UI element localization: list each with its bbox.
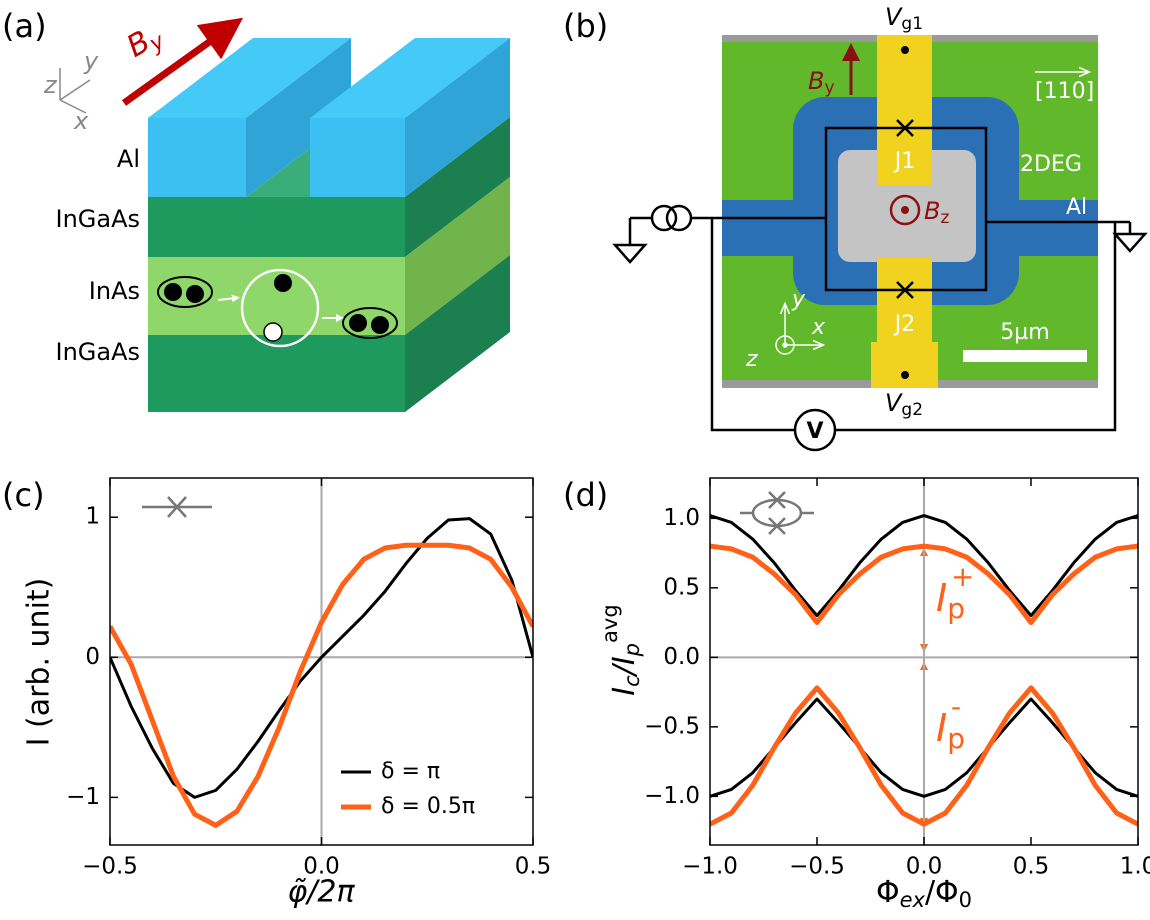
x-tick-label: 0.0: [303, 854, 340, 880]
junction-label: J2: [893, 312, 916, 337]
x-axis-label: Φex/Φ0: [876, 875, 972, 913]
layer-label: InGaAs: [55, 205, 140, 233]
junction-label: J1: [893, 149, 916, 174]
plot-area: [710, 478, 1138, 845]
y-tick-label: 0.5: [663, 574, 700, 600]
field-label: By: [121, 17, 170, 68]
axis-name: z: [745, 347, 758, 372]
y-tick-label: 0.0: [663, 644, 700, 670]
direction-label: [110]: [1035, 79, 1094, 104]
layer-label: InAs: [89, 277, 140, 305]
series-line: [110, 542, 533, 828]
axis-name: x: [73, 107, 89, 135]
field-label: By: [808, 67, 835, 98]
panel-label: (b): [563, 7, 608, 45]
series-line: [710, 514, 1138, 618]
x-tick-label: −0.5: [789, 854, 845, 880]
x-tick-label: 0.0: [906, 854, 943, 880]
axis-name: z: [43, 71, 58, 99]
annotation: Ip+: [936, 560, 974, 625]
x-tick-label: −0.5: [82, 854, 138, 880]
gate-label: Vg2: [885, 389, 923, 420]
y-tick-label: −1: [66, 784, 100, 810]
panel-label: (d): [563, 476, 608, 514]
field-symbol: [901, 206, 909, 214]
field-arrow: [121, 17, 244, 106]
panel-label: (a): [2, 7, 47, 45]
axis-name: y: [83, 47, 99, 75]
y-tick-label: 1: [85, 504, 100, 530]
axes-icon: [775, 305, 822, 355]
y-tick-label: −0.5: [644, 713, 700, 739]
legend-label: δ = π: [381, 759, 440, 784]
field-symbol: [889, 194, 921, 226]
region-label: Al: [1066, 195, 1087, 220]
panel-label: (c): [2, 476, 45, 514]
y-axis-label: Ic/Ipavg: [598, 604, 644, 695]
circuit: [612, 119, 1148, 452]
inset-symbol: [142, 496, 212, 518]
y-tick-label: 1.0: [663, 505, 700, 531]
legend-label: δ = 0.5π: [381, 794, 475, 819]
x-tick-label: 0.5: [1013, 854, 1050, 880]
contact: [901, 371, 909, 379]
gate-label: Vg1: [885, 3, 923, 34]
y-axis-label: I (arb. unit): [22, 578, 57, 747]
x-tick-label: 0.5: [515, 854, 552, 880]
series-line: [710, 543, 1138, 626]
scale-bar-label: 5µm: [1000, 320, 1049, 345]
axes-icon: [59, 68, 91, 114]
y-tick-label: −1.0: [644, 783, 700, 809]
annotation: Ip-: [936, 690, 965, 755]
plot-area: [110, 478, 533, 845]
voltmeter-label: V: [806, 419, 823, 444]
x-tick-label: 1.0: [1120, 854, 1150, 880]
inset-symbol: [740, 491, 814, 535]
heterostructure: [148, 38, 510, 412]
region-label: 2DEG: [1020, 152, 1082, 177]
series-line: [710, 685, 1138, 827]
layer-label: Al: [117, 145, 140, 173]
layer-label: InGaAs: [55, 338, 140, 366]
contact: [901, 46, 909, 54]
x-tick-label: −1.0: [682, 854, 738, 880]
y-tick-label: 0: [85, 644, 100, 670]
axis-name: y: [791, 287, 806, 312]
axis-name: x: [811, 315, 826, 340]
field-label: Bz: [924, 197, 949, 228]
x-axis-label: φ̃/2π: [287, 875, 355, 910]
